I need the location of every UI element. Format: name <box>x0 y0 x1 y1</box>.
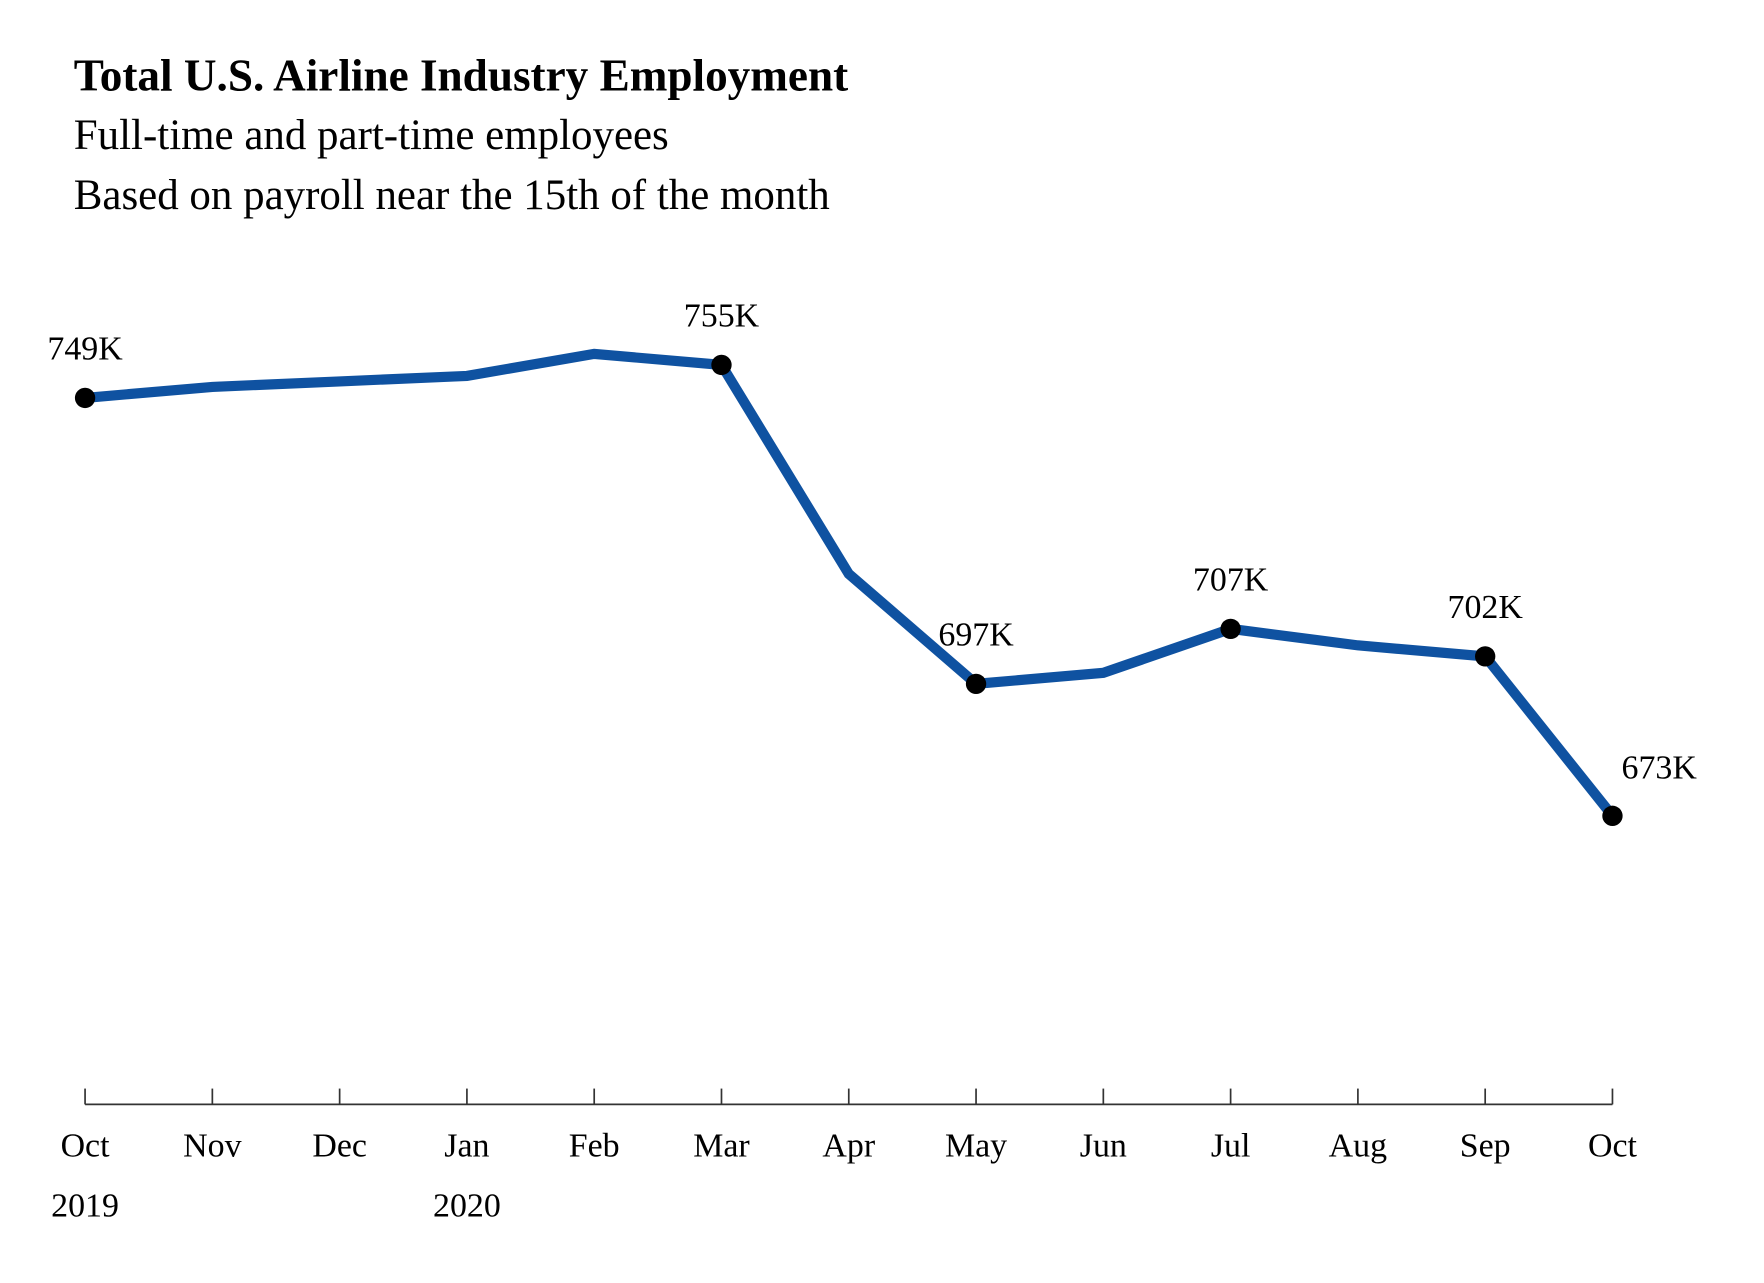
year-label: 2019 <box>51 1187 119 1224</box>
data-label: 755K <box>684 297 760 334</box>
x-tick-label: Sep <box>1460 1127 1511 1164</box>
data-label: 707K <box>1193 561 1269 598</box>
data-label: 673K <box>1622 750 1698 787</box>
x-tick-label: Jun <box>1080 1127 1127 1164</box>
chart-title: Total U.S. Airline Industry Employment <box>74 50 848 100</box>
data-labels: 749K 755K 697K 707K 702K 673K <box>47 297 1697 786</box>
x-tick-label: Nov <box>183 1127 241 1164</box>
x-tick-label: Feb <box>569 1127 620 1164</box>
chart-subtitle-2: Based on payroll near the 15th of the mo… <box>74 172 830 219</box>
data-point-marker <box>74 387 96 409</box>
data-point-marker <box>965 673 987 695</box>
x-tick-label: Jan <box>444 1127 489 1164</box>
data-point-marker <box>1475 646 1496 667</box>
data-point-marker <box>1602 805 1623 827</box>
x-tick-label: Dec <box>312 1127 367 1164</box>
x-axis: Oct Nov Dec Jan Feb Mar Apr May Jun Jul Aug Sep Oct 2… <box>51 1088 1638 1224</box>
year-label: 2020 <box>433 1187 501 1224</box>
x-tick-label: Mar <box>693 1127 750 1164</box>
data-point-marker <box>711 354 732 376</box>
data-label: 702K <box>1447 589 1523 626</box>
x-tick-label: Jul <box>1211 1127 1251 1164</box>
data-label: 697K <box>938 616 1014 653</box>
series-line <box>84 348 1617 820</box>
x-tick-label: Oct <box>61 1127 111 1164</box>
data-label: 749K <box>47 330 123 367</box>
x-tick-label: May <box>945 1127 1007 1164</box>
chart-subtitle-1: Full-time and part-time employees <box>74 112 669 159</box>
x-tick-label: Oct <box>1588 1127 1638 1164</box>
data-point-marker <box>1220 618 1241 640</box>
x-tick-label: Apr <box>822 1127 875 1164</box>
x-tick-label: Aug <box>1329 1127 1387 1164</box>
series-line-group <box>74 348 1623 827</box>
